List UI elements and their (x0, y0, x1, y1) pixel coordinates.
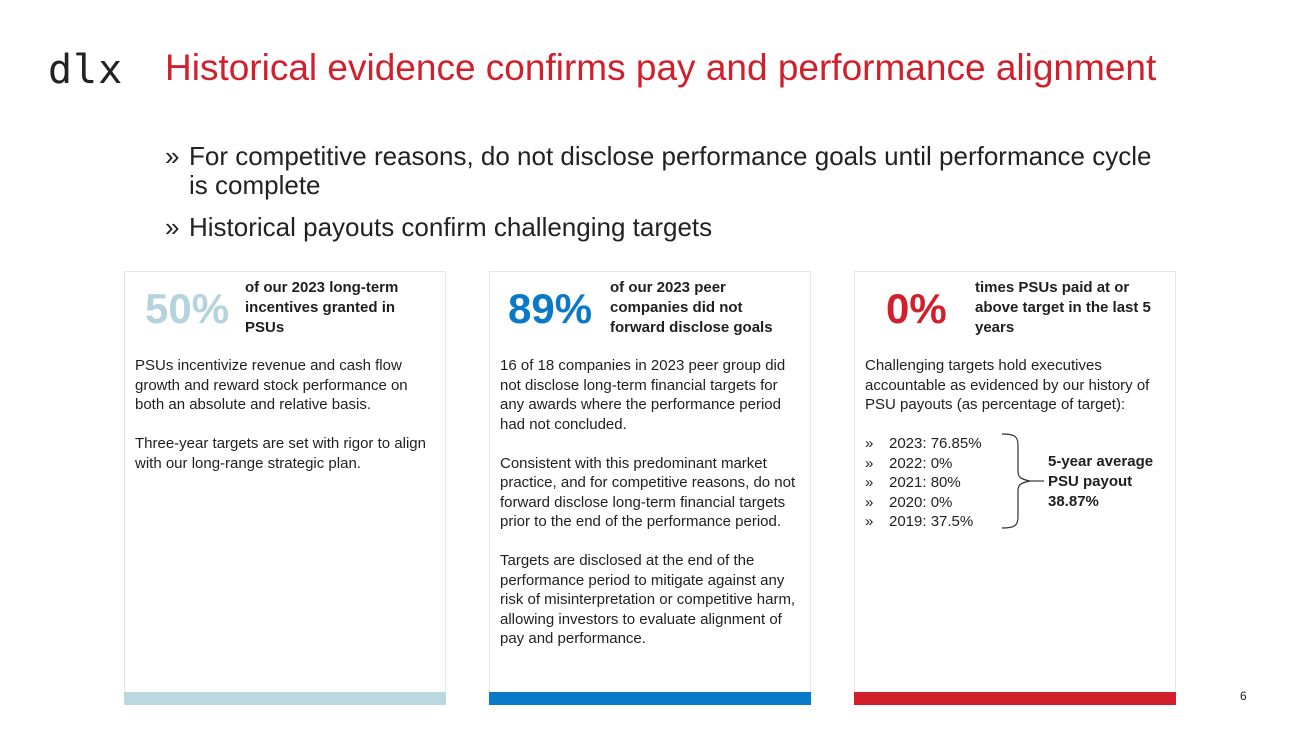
card-paragraph: 16 of 18 companies in 2023 peer group di… (500, 357, 786, 433)
payout-item: » 2023: 76.85% (865, 434, 1167, 454)
payout-item: » 2020: 0% (865, 493, 1167, 513)
stat-value: 0% (886, 285, 947, 332)
card-paragraph: Consistent with this predominant market … (500, 454, 796, 531)
stat-description: times PSUs paid at or above target in th… (975, 279, 1151, 336)
payout-text: 2021: 80% (889, 474, 961, 491)
bullet-text: For competitive reasons, do not disclose… (189, 141, 1152, 200)
curly-brace-icon (1001, 433, 1044, 529)
card-body: Challenging targets hold executives acco… (865, 356, 1167, 532)
payout-item: » 2019: 37.5% (865, 512, 1167, 532)
payout-item: » 2022: 0% (865, 454, 1167, 474)
stat-value: 89% (508, 285, 593, 332)
bullet-item: » Historical payouts confirm challenging… (165, 213, 1165, 242)
payout-item: » 2021: 80% (865, 473, 1167, 493)
stat-value: 50% (145, 285, 230, 332)
peer-card: 89% of our 2023 peer companies did not f… (489, 271, 811, 705)
card-paragraph: Targets are disclosed at the end of the … (500, 552, 796, 647)
bullet-marker: » (165, 141, 180, 171)
accent-bar (489, 692, 811, 705)
card-paragraph: Challenging targets hold executives acco… (865, 357, 1150, 413)
bullet-marker: » (865, 474, 874, 491)
payout-text: 2019: 37.5% (889, 513, 974, 530)
payout-text: 2022: 0% (889, 454, 953, 472)
five-year-average: 5-year average PSU payout 38.87% (1048, 453, 1154, 510)
page-number: 6 (1240, 689, 1247, 703)
bullet-marker: » (165, 212, 180, 242)
psu-card: 50% of our 2023 long-term incentives gra… (124, 271, 446, 705)
bullet-item: » For competitive reasons, do not disclo… (165, 142, 1165, 200)
card-paragraph: PSUs incentivize revenue and cash flow g… (135, 357, 408, 413)
card-body: 16 of 18 companies in 2023 peer group di… (500, 356, 802, 668)
accent-bar (124, 692, 446, 705)
bullet-marker: » (865, 435, 874, 452)
stat-description: of our 2023 peer companies did not forwa… (610, 279, 773, 336)
slide-title: Historical evidence confirms pay and per… (165, 47, 1157, 88)
bullet-marker: » (865, 493, 874, 511)
payout-text: 2023: 76.85% (889, 435, 982, 452)
bullet-marker: » (865, 454, 874, 472)
payout-text: 2020: 0% (889, 493, 953, 511)
card-body: PSUs incentivize revenue and cash flow g… (135, 356, 437, 493)
payout-card: 0% times PSUs paid at or above target in… (854, 271, 1176, 705)
bullet-text: Historical payouts confirm challenging t… (189, 212, 713, 242)
accent-bar (854, 692, 1176, 705)
payout-history-list: » 2023: 76.85% » 2022: 0% » 2021: 80% » … (865, 434, 1167, 532)
bullet-marker: » (865, 513, 874, 530)
company-logo: dlx (48, 47, 124, 93)
key-points: » For competitive reasons, do not disclo… (165, 142, 1165, 255)
card-paragraph: Three-year targets are set with rigor to… (135, 435, 426, 472)
stat-description: of our 2023 long-term incentives granted… (245, 279, 399, 336)
